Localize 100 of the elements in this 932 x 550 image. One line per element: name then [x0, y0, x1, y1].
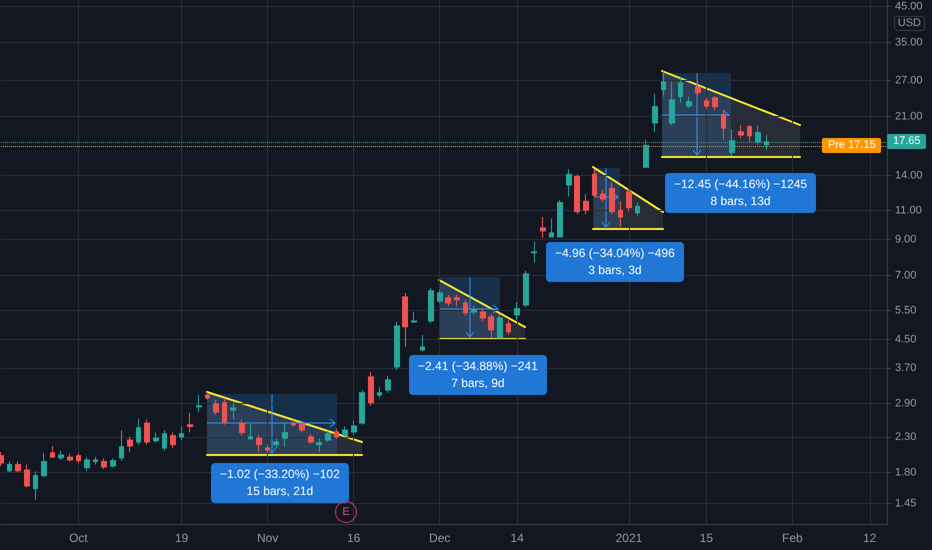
y-tick-label: 9.00	[895, 233, 916, 246]
candlestick	[480, 308, 486, 322]
candlestick	[144, 419, 150, 446]
candlestick	[540, 216, 546, 238]
x-tick-label: Feb	[782, 531, 804, 545]
x-tick-label: 16	[347, 531, 361, 545]
y-tick-label: 27.00	[895, 74, 923, 86]
candlestick	[239, 419, 245, 436]
x-tick-label: 15	[700, 531, 714, 545]
candlestick	[695, 79, 701, 96]
x-tick-label: 14	[510, 531, 524, 545]
candlestick	[712, 96, 718, 110]
candlestick	[635, 202, 640, 216]
candlestick	[308, 433, 314, 444]
candlestick	[119, 430, 124, 462]
annotation: −1.02 (−33.20%) −102 15 bars, 21d	[211, 463, 349, 503]
candlestick	[661, 70, 666, 98]
candlestick	[738, 124, 744, 139]
candlestick	[437, 289, 443, 304]
annotation: E	[335, 501, 357, 523]
candlestick	[110, 458, 116, 468]
candlestick	[67, 453, 73, 462]
candlestick	[747, 124, 752, 143]
x-tick-label: Nov	[256, 531, 278, 545]
y-tick-label: 1.80	[895, 466, 916, 478]
candlestick	[454, 294, 460, 307]
candlestick	[33, 471, 38, 500]
candlestick	[377, 386, 382, 398]
candlestick	[686, 96, 692, 108]
candlestick	[282, 422, 288, 448]
candlestick	[205, 391, 210, 400]
candlestick	[506, 319, 511, 336]
candlestick	[402, 292, 408, 348]
candlestick	[463, 299, 468, 316]
candlestick	[7, 461, 12, 473]
candlestick	[76, 452, 81, 464]
y-tick-label: 21.00	[895, 110, 923, 123]
candlestick	[291, 419, 296, 428]
candlestick	[230, 402, 236, 420]
annotation: −2.41 (−34.88%) −241 7 bars, 9d	[409, 355, 547, 395]
candlestick	[299, 420, 305, 434]
candlestick	[187, 412, 193, 434]
candlestick	[531, 241, 537, 264]
y-tick-label: 4.50	[895, 334, 916, 346]
y-axis-title: USD	[894, 16, 925, 31]
candlestick	[428, 288, 434, 324]
candlestick	[394, 321, 400, 370]
x-tick-label: Dec	[429, 531, 450, 545]
candlestick	[626, 188, 632, 212]
candlestick	[583, 194, 589, 215]
candlestick	[351, 420, 357, 436]
candlestick	[41, 452, 47, 478]
candlestick	[316, 438, 322, 453]
candlestick	[84, 456, 90, 472]
y-tick-label: 1.45	[895, 498, 916, 510]
candlestick	[325, 430, 331, 442]
candlestick	[411, 311, 417, 324]
candlestick	[101, 458, 107, 470]
candlestick	[420, 334, 425, 352]
candlestick	[50, 445, 55, 458]
candlestick	[256, 434, 262, 453]
annotation: −4.96 (−34.04%) −496 3 bars, 3d	[546, 242, 684, 282]
candlestick	[170, 432, 176, 448]
candlestick	[273, 438, 279, 448]
candlestick	[445, 294, 451, 306]
annotation: −12.45 (−44.16%) −1245 8 bars, 13d	[665, 173, 816, 213]
candlestick	[721, 109, 726, 140]
x-tick-label: Oct	[69, 531, 88, 545]
candlestick	[213, 399, 219, 416]
y-tick-label: 3.70	[895, 362, 916, 374]
candlestick	[265, 444, 270, 454]
candlestick	[15, 461, 21, 473]
candlestick	[678, 76, 683, 104]
candlestick	[359, 389, 365, 426]
candlestick	[93, 456, 98, 466]
x-tick-label: 2021	[616, 531, 643, 545]
candlestick	[523, 270, 529, 308]
y-tick-label: 45.00	[895, 0, 923, 12]
y-tick-label: 14.00	[895, 169, 923, 182]
candlestick	[557, 200, 563, 238]
y-tick-label: 35.00	[895, 36, 923, 49]
candlestick	[24, 464, 30, 488]
candlestick	[136, 418, 141, 446]
y-tick-label: 7.00	[895, 270, 916, 282]
candlestick	[592, 168, 597, 198]
candlestick	[549, 218, 554, 238]
candlestick	[248, 422, 253, 441]
y-tick-label: 2.90	[895, 397, 916, 410]
x-tick-label: 12	[863, 531, 877, 545]
candlestick	[652, 93, 658, 132]
candlestick	[162, 430, 167, 452]
candlestick	[58, 450, 64, 461]
y-tick-label: 2.30	[895, 430, 916, 443]
y-tick-label: 5.50	[895, 304, 916, 317]
candlestick	[488, 313, 494, 338]
candlestick	[471, 305, 477, 316]
candlestick	[342, 426, 348, 439]
candlestick	[179, 426, 184, 441]
candlestick	[127, 436, 133, 453]
ref-line-label: Pre 17.15	[822, 138, 881, 154]
